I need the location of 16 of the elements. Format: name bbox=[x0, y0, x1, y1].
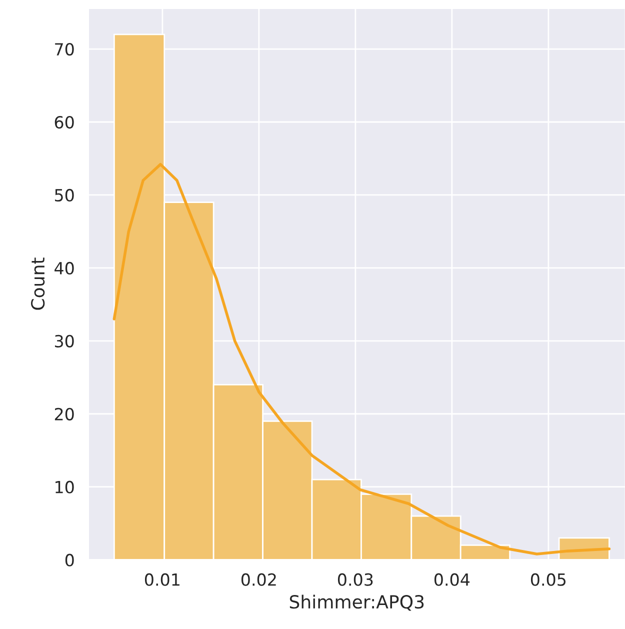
x-tick-label: 0.05 bbox=[530, 573, 566, 586]
y-tick-label: 30 bbox=[54, 334, 74, 348]
y-tick-label: 40 bbox=[54, 262, 74, 275]
x-tick-label: 0.01 bbox=[144, 573, 180, 586]
y-tick-label: 50 bbox=[55, 188, 74, 202]
x-tick-label: 0.03 bbox=[338, 573, 373, 586]
y-tick-label: 0 bbox=[65, 554, 74, 566]
y-tick-label: 60 bbox=[54, 116, 74, 129]
line-series bbox=[112, 162, 611, 556]
y-tick-label: 20 bbox=[54, 408, 74, 420]
x-tick-label: 0.02 bbox=[241, 573, 276, 586]
y-tick-label: 70 bbox=[55, 43, 74, 56]
y-axis-title: Count bbox=[31, 258, 45, 310]
x-axis-title: Shimmer:APQ3 bbox=[290, 594, 424, 611]
y-tick-label: 10 bbox=[56, 480, 74, 494]
x-tick-label: 0.04 bbox=[434, 573, 470, 586]
